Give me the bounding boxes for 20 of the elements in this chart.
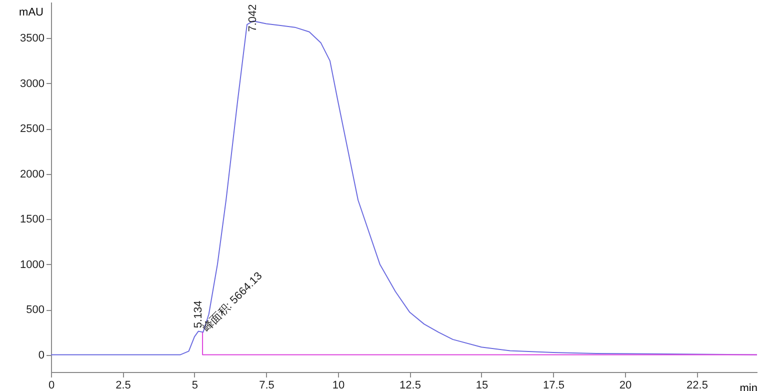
x-tick-label: 15 xyxy=(476,380,488,391)
x-tick-label: 5 xyxy=(192,380,198,391)
y-axis-title: mAU xyxy=(19,6,44,18)
y-tick-label: 2500 xyxy=(20,123,44,136)
x-tick-label: 10 xyxy=(332,380,345,391)
y-tick-label: 1000 xyxy=(20,258,44,271)
y-tick-label: 3500 xyxy=(20,32,44,45)
x-tick-label: 17.5 xyxy=(543,380,564,391)
y-tick-label: 1500 xyxy=(20,214,44,226)
y-tick-label: 500 xyxy=(26,304,44,316)
x-tick-label: 0 xyxy=(48,380,55,391)
y-tick-label: 0 xyxy=(38,349,44,362)
y-tick-label: 3000 xyxy=(20,78,44,90)
x-tick-label: 22.5 xyxy=(686,380,708,391)
x-tick-label: 7.5 xyxy=(259,380,274,391)
y-tick-label: 2000 xyxy=(20,168,44,180)
x-tick-label: 20 xyxy=(619,380,632,391)
x-tick-label: 2.5 xyxy=(116,380,131,391)
annotation: 7.042 xyxy=(247,4,260,32)
x-tick-label: 12.5 xyxy=(400,380,421,391)
